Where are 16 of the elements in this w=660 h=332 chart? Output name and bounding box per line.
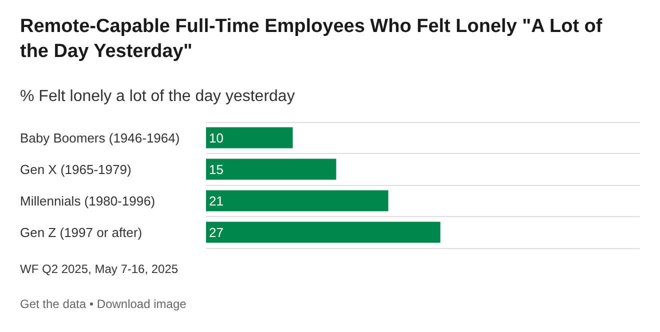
y-tick-label: Baby Boomers (1946-1964) [20,130,180,146]
text: Get the data • Download image [20,297,186,311]
y-tick-label: Gen Z (1997 or after) [20,224,142,240]
text: WF Q2 2025, May 7-16, 2025 [20,262,178,276]
bar [206,158,336,180]
data-label: 10 [209,130,224,146]
chart-title: Remote-Capable Full-Time Employees Who Felt Lonely "A Lot of the Day Yesterday" [20,15,604,64]
data-label: 15 [209,162,224,177]
bar [206,127,293,148]
chart-subtitle: % Felt lonely a lot of the day yesterday [20,88,295,106]
bar [206,190,388,212]
data-label: 27 [209,224,224,240]
y-tick-label: Gen X (1965-1979) [20,162,132,177]
bar [206,222,440,243]
data-label: 21 [209,193,224,208]
y-tick-label: Millennials (1980-1996) [20,193,156,208]
